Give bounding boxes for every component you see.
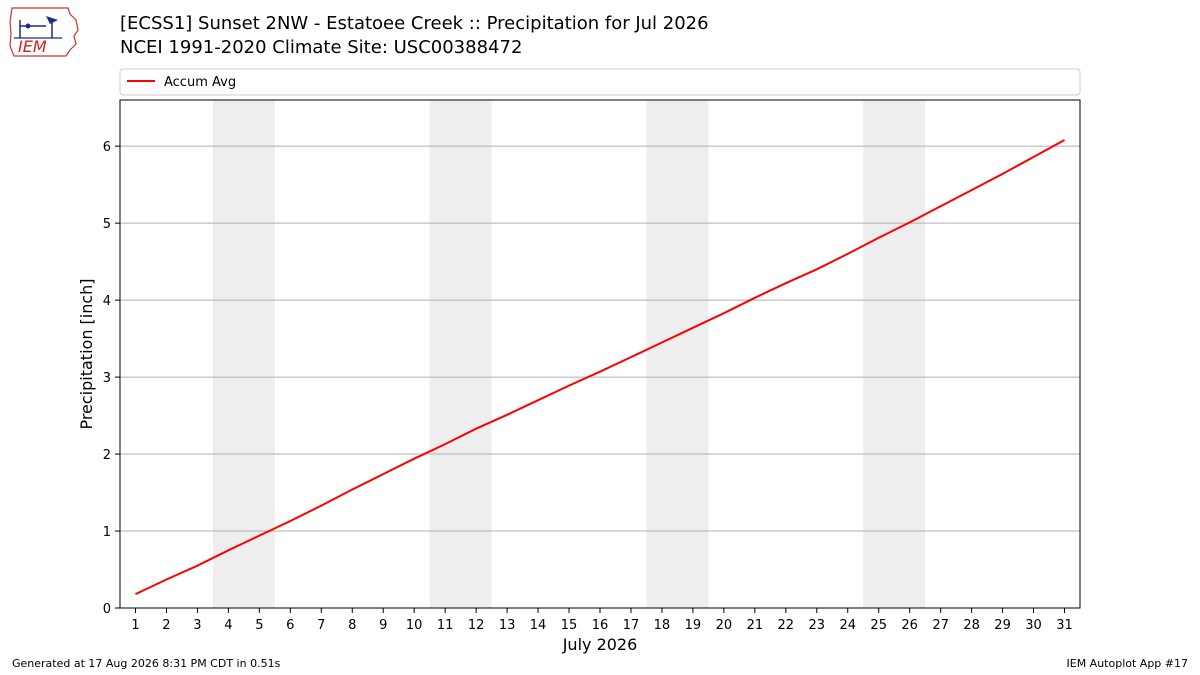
x-tick-label-4: 4 <box>224 618 232 633</box>
x-tick-label-8: 8 <box>348 618 356 633</box>
x-tick-label-9: 9 <box>379 618 387 633</box>
y-tick-label-3: 3 <box>103 371 111 386</box>
x-tick-label-12: 12 <box>468 618 485 633</box>
x-tick-label-7: 7 <box>317 618 325 633</box>
y-tick-label-6: 6 <box>103 140 111 155</box>
weekend-band-3 <box>646 100 709 608</box>
x-tick-label-26: 26 <box>901 618 918 633</box>
y-tick-label-4: 4 <box>103 294 111 309</box>
footer-app: IEM Autoplot App #17 <box>1066 657 1189 670</box>
x-tick-label-18: 18 <box>654 618 671 633</box>
x-tick-label-19: 19 <box>685 618 702 633</box>
x-tick-label-2: 2 <box>162 618 170 633</box>
weekend-band-4 <box>863 100 926 608</box>
y-tick-label-2: 2 <box>103 448 111 463</box>
x-tick-label-6: 6 <box>286 618 294 633</box>
x-tick-label-22: 22 <box>778 618 795 633</box>
footer-generated: Generated at 17 Aug 2026 8:31 PM CDT in … <box>12 657 281 670</box>
x-axis: 1 2 3 4 5 6 7 8 9 10 11 12 13 14 15 16 17 18 19 20 21 22 23 24 2… <box>131 608 1073 633</box>
x-tick-label-11: 11 <box>437 618 454 633</box>
iem-logo: IEM <box>6 6 82 60</box>
x-tick-label-31: 31 <box>1056 618 1073 633</box>
x-tick-label-16: 16 <box>592 618 609 633</box>
x-tick-label-27: 27 <box>932 618 949 633</box>
x-tick-label-14: 14 <box>530 618 547 633</box>
x-tick-label-30: 30 <box>1025 618 1042 633</box>
legend-box <box>119 68 1081 96</box>
y-axis: 0 1 2 3 4 5 6 <box>103 140 120 617</box>
x-tick-label-17: 17 <box>623 618 640 633</box>
x-tick-label-25: 25 <box>870 618 887 633</box>
series-lines <box>135 139 1065 596</box>
x-tick-label-21: 21 <box>747 618 764 633</box>
x-tick-label-13: 13 <box>499 618 516 633</box>
iem-logo-graphic: IEM <box>9 7 79 57</box>
y-tick-label-0: 0 <box>103 602 111 617</box>
y-tick-label-1: 1 <box>103 525 111 540</box>
x-tick-label-5: 5 <box>255 618 263 633</box>
weekend-band-2 <box>429 100 492 608</box>
series-line-accum-avg <box>135 139 1065 596</box>
legend: Accum Avg <box>119 68 1081 96</box>
iem-logo-text: IEM <box>18 37 47 56</box>
x-tick-label-28: 28 <box>963 618 980 633</box>
x-tick-label-24: 24 <box>839 618 856 633</box>
x-axis-label: July 2026 <box>562 635 638 654</box>
x-tick-label-20: 20 <box>716 618 733 633</box>
x-tick-label-3: 3 <box>193 618 201 633</box>
x-tick-label-10: 10 <box>406 618 423 633</box>
legend-label-accum-avg: Accum Avg <box>164 75 236 90</box>
weekend-bands <box>212 100 926 608</box>
weekend-band-1 <box>212 100 275 608</box>
x-tick-label-29: 29 <box>994 618 1011 633</box>
chart-subtitle: NCEI 1991-2020 Climate Site: USC00388472 <box>120 37 523 58</box>
y-tick-label-5: 5 <box>103 217 111 232</box>
x-tick-label-15: 15 <box>561 618 578 633</box>
x-tick-label-23: 23 <box>809 618 826 633</box>
chart-title: [ECSS1] Sunset 2NW - Estatoee Creek :: P… <box>120 13 709 34</box>
y-axis-label: Precipitation [inch] <box>77 278 96 429</box>
x-tick-label-1: 1 <box>131 618 139 633</box>
